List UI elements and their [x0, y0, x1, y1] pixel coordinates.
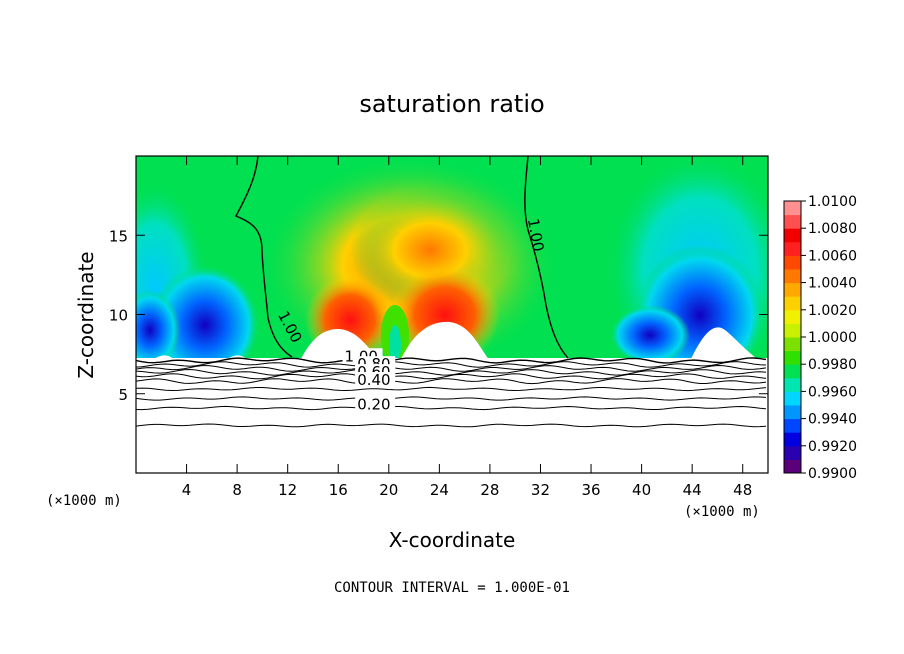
- colorbar-tick-label: 1.0060: [808, 248, 857, 264]
- contour-label-bg: [355, 396, 396, 412]
- colorbar-segment: [784, 255, 801, 270]
- colorbar-tick-label: 0.9940: [808, 412, 857, 428]
- colorbar-segment: [784, 296, 801, 311]
- x-unit-right: (×1000 m): [684, 504, 760, 520]
- x-tick-label: 28: [480, 481, 499, 499]
- y-axis-ticks: 5 10 15: [109, 227, 768, 404]
- colorbar-segment: [784, 282, 801, 297]
- contour-line-0.8: [136, 364, 767, 372]
- colorbar-tick-label: 1.0080: [808, 221, 857, 237]
- contour-label-bg: [355, 372, 396, 388]
- colorbar-segment: [784, 337, 801, 352]
- colorbar-segment: [784, 418, 801, 433]
- colorbar-segment: [784, 445, 801, 460]
- x-axis-label: X-coordinate: [389, 528, 516, 552]
- colorbar-tick-label: 1.0100: [808, 194, 857, 210]
- colorbar-segment: [784, 228, 801, 243]
- colorbar-segment: [784, 241, 801, 256]
- colorbar-tick-label: 1.0040: [808, 276, 857, 292]
- x-unit-left: (×1000 m): [46, 493, 122, 509]
- contour-line-0.1: [136, 423, 767, 428]
- contour-line-1-00-left: [235, 156, 293, 358]
- contour-lines: [136, 357, 767, 428]
- x-tick-label: 44: [683, 481, 702, 499]
- contour-line-0.5: [136, 378, 767, 385]
- colorbar-segment: [784, 459, 801, 474]
- x-tick-label: 12: [278, 481, 297, 499]
- contour-line-0.9: [136, 361, 767, 368]
- colorbar-segment: [784, 364, 801, 379]
- contour-line-1: [136, 357, 767, 364]
- colorbar-segment: [784, 323, 801, 338]
- colorbar-segment: [784, 405, 801, 420]
- x-tick-label: 48: [733, 481, 752, 499]
- colorbar-tick-label: 0.9960: [808, 384, 857, 400]
- colorbar-segment: [784, 201, 801, 216]
- x-axis-ticks: 4 8 12 16 20 24 28 32 36 40 44 48: [182, 156, 752, 499]
- y-axis-label: Z-coordinate: [74, 251, 98, 378]
- colorbar-tick-label: 0.9980: [808, 357, 857, 373]
- x-tick-label: 20: [379, 481, 398, 499]
- y-tick-label: 15: [109, 227, 128, 245]
- colorbar-tick-label: 1.0000: [808, 330, 857, 346]
- colorbar-segment: [784, 214, 801, 229]
- y-tick-label: 5: [118, 386, 128, 404]
- x-tick-label: 24: [430, 481, 449, 499]
- contour-label: 1.00: [524, 217, 548, 253]
- contour-line-0.7: [136, 368, 767, 376]
- x-tick-label: 4: [182, 481, 192, 499]
- colorbar-segment: [784, 309, 801, 324]
- x-tick-label: 8: [232, 481, 242, 499]
- colorbar-tick-label: 0.9900: [808, 466, 857, 482]
- x-tick-label: 40: [632, 481, 651, 499]
- contour-label: 0.40: [357, 371, 390, 389]
- chart-title: saturation ratio: [359, 90, 544, 118]
- colorbar-segment: [784, 432, 801, 447]
- colorbar: 0.9900 0.9920 0.9940 0.9960 0.9980 1.0000 1.00…: [783, 194, 857, 482]
- colorbar-segment: [784, 391, 801, 406]
- colorbar-segment: [784, 269, 801, 284]
- colorbar-segment: [784, 350, 801, 365]
- x-tick-label: 32: [531, 481, 550, 499]
- contour-line-0.4: [136, 386, 767, 392]
- contour-interval-note: CONTOUR INTERVAL = 1.000E-01: [334, 580, 570, 596]
- y-tick-label: 10: [109, 307, 128, 325]
- colorbar-tick-label: 0.9920: [808, 439, 857, 455]
- x-tick-label: 36: [581, 481, 600, 499]
- contour-line-1-00-right: [524, 156, 569, 359]
- x-tick-label: 16: [329, 481, 348, 499]
- colorbar-tick-label: 1.0020: [808, 303, 857, 319]
- contour-line-0.2: [136, 405, 767, 411]
- colorbar-segment: [784, 377, 801, 392]
- contour-line-0.6: [136, 373, 767, 380]
- contour-label: 0.20: [357, 396, 390, 414]
- contour-line-0.3: [136, 396, 767, 401]
